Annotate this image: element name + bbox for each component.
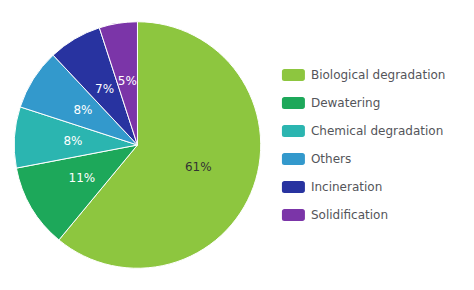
svg-text:7%: 7% [95, 82, 114, 96]
svg-text:Chemical degradation: Chemical degradation [311, 124, 443, 138]
svg-text:8%: 8% [63, 134, 82, 148]
svg-text:Dewatering: Dewatering [311, 96, 380, 110]
svg-text:5%: 5% [118, 74, 137, 88]
svg-text:Others: Others [311, 152, 351, 166]
svg-text:Solidification: Solidification [311, 208, 388, 222]
svg-text:61%: 61% [185, 160, 212, 174]
svg-text:11%: 11% [68, 171, 95, 185]
svg-text:Incineration: Incineration [311, 180, 382, 194]
svg-text:8%: 8% [73, 103, 92, 117]
svg-text:Biological degradation: Biological degradation [311, 68, 446, 82]
